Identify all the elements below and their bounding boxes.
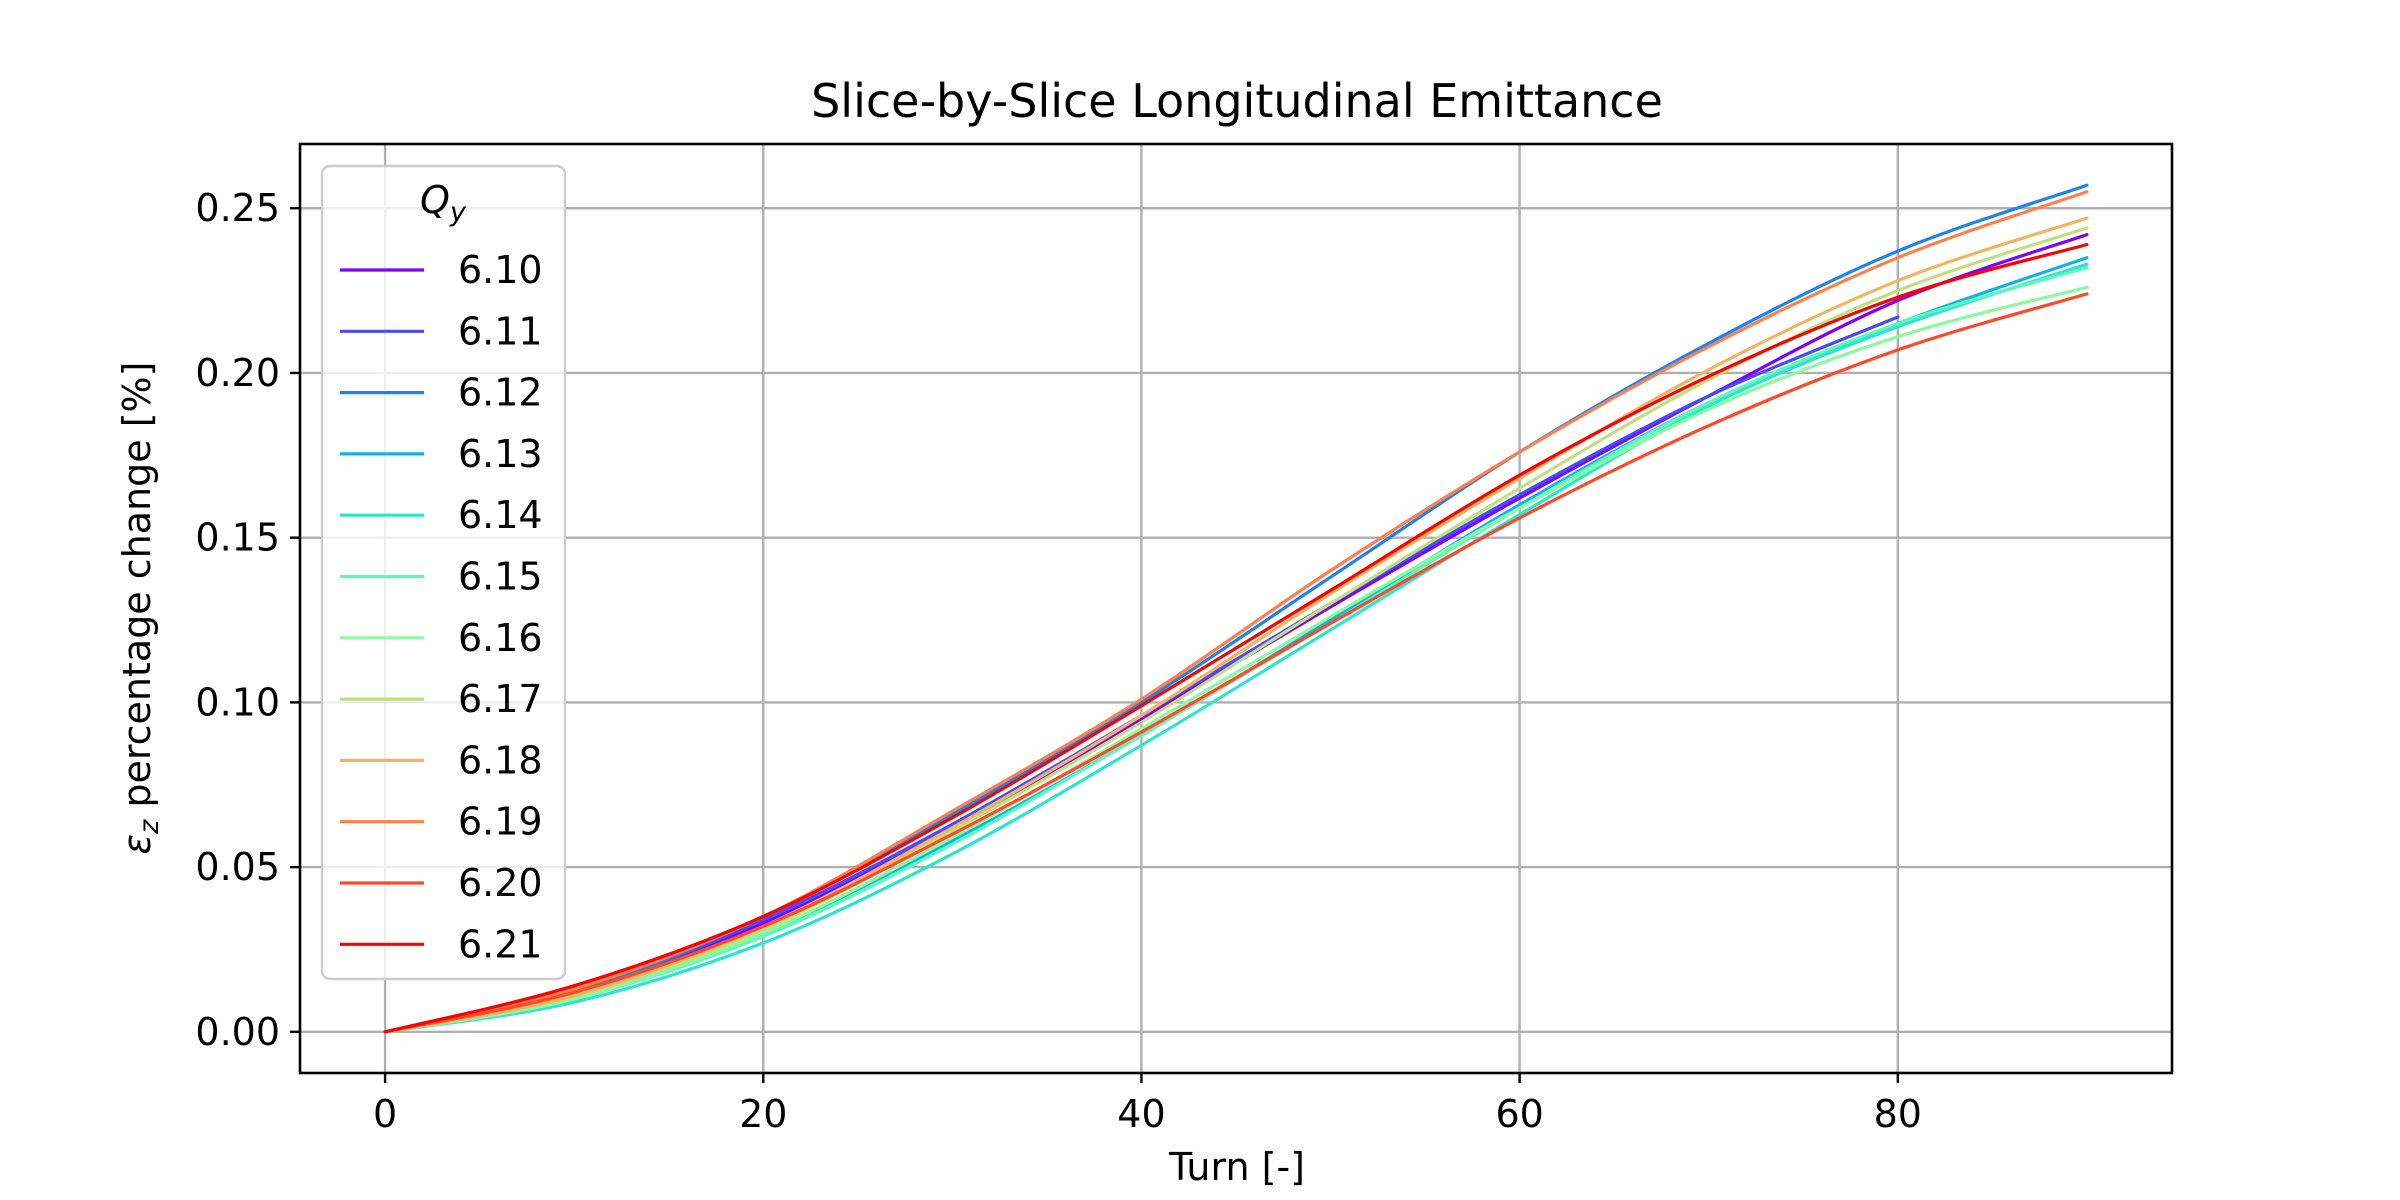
legend-label-6.21: 6.21	[458, 922, 543, 966]
y-axis-title: εz percentage change [%]	[115, 362, 165, 855]
x-tick-label: 60	[1495, 1092, 1543, 1136]
y-tick-label: 0.25	[195, 186, 280, 230]
legend-label-6.10: 6.10	[458, 248, 543, 292]
x-tick-label: 0	[373, 1092, 397, 1136]
series-lines	[383, 183, 2089, 1034]
legend: Qy 6.10 6.11 6.12 6.13 6.14 6.15 6.16 6.17 6.18 6…	[320, 164, 567, 981]
y-tick-label: 0.10	[195, 680, 280, 724]
legend-label-6.16: 6.16	[458, 616, 543, 660]
y-tick-label: 0.00	[195, 1010, 280, 1054]
plot-frame	[298, 142, 2174, 1075]
x-axis-ticks: 0 20 40 60 80	[373, 1073, 1922, 1136]
legend-label-6.11: 6.11	[458, 309, 543, 353]
series-line-6.17	[383, 226, 2089, 1034]
legend-label-6.19: 6.19	[458, 800, 543, 844]
x-axis-title: Turn [-]	[1168, 1145, 1305, 1189]
legend-label-6.14: 6.14	[458, 493, 543, 537]
x-tick-label: 20	[739, 1092, 787, 1136]
y-axis-title-symbol: ε	[115, 834, 159, 855]
legend-title-subscript: y	[449, 197, 467, 228]
legend-label-6.13: 6.13	[458, 432, 543, 476]
legend-label-6.15: 6.15	[458, 555, 543, 599]
y-axis-title-text: percentage change [%]	[115, 362, 159, 820]
series-line-6.14	[383, 262, 2089, 1034]
legend-title-symbol: Q	[420, 178, 450, 222]
legend-label-6.18: 6.18	[458, 738, 543, 782]
y-tick-label: 0.15	[195, 516, 280, 560]
series-line-6.16	[383, 285, 2089, 1034]
legend-label-6.20: 6.20	[458, 861, 543, 905]
y-axis-ticks: 0.00 0.05 0.10 0.15 0.20 0.25	[195, 186, 300, 1054]
y-tick-label: 0.20	[195, 351, 280, 395]
legend-box	[320, 164, 567, 981]
x-tick-label: 80	[1874, 1092, 1922, 1136]
legend-label-6.17: 6.17	[458, 677, 543, 721]
legend-title: Qy	[420, 178, 467, 228]
x-tick-label: 40	[1117, 1092, 1165, 1136]
series-line-6.20	[383, 292, 2089, 1034]
grid	[300, 144, 2172, 1073]
series-line-6.21	[383, 242, 2089, 1034]
y-axis-title-subscript: z	[134, 819, 165, 835]
series-line-6.18	[383, 216, 2089, 1034]
series-line-6.19	[383, 190, 2089, 1034]
chart-title: Slice-by-Slice Longitudinal Emittance	[811, 74, 1663, 128]
y-tick-label: 0.05	[195, 845, 280, 889]
legend-label-6.12: 6.12	[458, 371, 543, 415]
